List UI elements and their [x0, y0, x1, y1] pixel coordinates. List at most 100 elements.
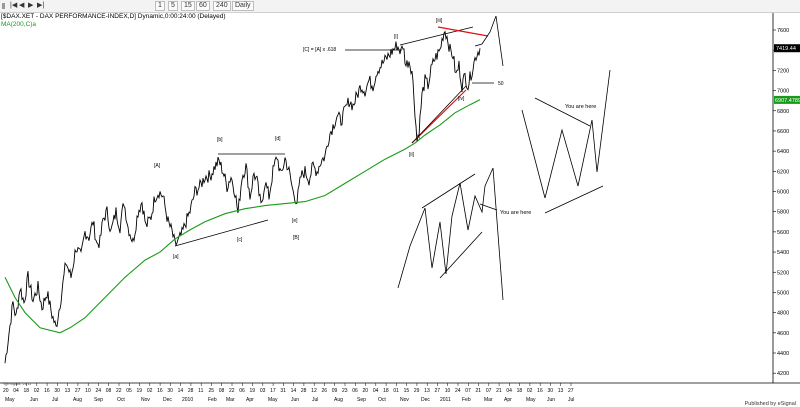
x-month-label: Mar — [484, 397, 493, 403]
x-day-label: 18 — [24, 388, 30, 394]
trendline-red-lower — [411, 89, 467, 144]
ma-price-box — [774, 95, 800, 104]
x-day-label: 09 — [332, 388, 338, 394]
x-month-label: Jul — [568, 397, 574, 403]
x-month-label: Aug — [73, 397, 82, 403]
moving-average-legend: MA(200,C)a — [1, 21, 37, 28]
x-day-label: 07 — [465, 388, 471, 394]
x-month-label: May — [5, 397, 15, 403]
schematic-a-upper-line — [534, 97, 591, 127]
toolbar-icons — [2, 3, 5, 9]
toolbar-nav-last-button[interactable]: ▶| — [37, 2, 45, 9]
x-day-label: 16 — [157, 388, 163, 394]
toolbar-grip-icon — [2, 3, 5, 9]
level-50-annotation: 50 — [498, 81, 504, 87]
x-day-label: 14 — [178, 388, 184, 394]
wave-label-7: [i] — [394, 34, 399, 40]
x-day-label: 31 — [280, 388, 286, 394]
x-day-label: 20 — [363, 388, 369, 394]
x-month-label: Feb — [208, 397, 217, 403]
last-price-label: 7419.44 — [776, 46, 796, 52]
x-day-label: 30 — [167, 388, 173, 394]
y-tick-label: 5800 — [777, 210, 789, 216]
you-are-here-label-1: You are here — [565, 104, 596, 110]
y-tick-label: 4600 — [777, 331, 789, 337]
y-tick-label: 7000 — [777, 89, 789, 95]
x-day-label: 28 — [301, 388, 307, 394]
x-day-label: 19 — [250, 388, 256, 394]
x-day-label: 15 — [404, 388, 410, 394]
x-day-label: 04 — [13, 388, 19, 394]
fib-ratio-annotation: [C] = [A] x .618 — [303, 47, 336, 53]
x-day-label: 27 — [434, 388, 440, 394]
x-day-label: 16 — [537, 388, 543, 394]
x-month-label: Feb — [462, 397, 471, 403]
x-month-label: Jul — [52, 397, 58, 403]
x-day-label: 13 — [65, 388, 71, 394]
x-day-label: 11 — [198, 388, 203, 394]
trendline-red-upper — [437, 26, 489, 37]
x-month-label: Jul — [312, 397, 318, 403]
schematic-b-pointer-line — [479, 203, 498, 211]
y-tick-label: 6600 — [777, 129, 789, 135]
trendline-black-lower — [411, 85, 467, 144]
wave-label-2: [d] — [275, 136, 281, 142]
toolbar-interval-240-button[interactable]: 240 — [213, 1, 231, 11]
wave-label-10: [iv] — [458, 96, 465, 102]
x-day-label: 22 — [116, 388, 122, 394]
toolbar-interval-60-button[interactable]: 60 — [196, 1, 210, 11]
schematic-a-path — [521, 69, 611, 199]
x-day-label: 06 — [239, 388, 245, 394]
x-month-label: Dec — [163, 397, 172, 403]
x-month-label: Mar — [226, 397, 235, 403]
toolbar-interval-1-button[interactable]: 1 — [155, 1, 165, 11]
trendline-ac — [174, 219, 269, 247]
x-day-label: 13 — [424, 388, 430, 394]
x-day-label: 10 — [445, 388, 451, 394]
x-day-label: 02 — [147, 388, 153, 394]
trendline-i-iii — [399, 26, 474, 46]
x-day-label: 26 — [321, 388, 327, 394]
toolbar-interval-daily-button[interactable]: Daily — [232, 1, 254, 11]
x-month-label: May — [268, 397, 278, 403]
x-day-label: 22 — [229, 388, 235, 394]
x-day-label: 29 — [414, 388, 420, 394]
schematic-b-upper-line — [421, 173, 476, 209]
schematic-a-lower-line — [544, 185, 604, 214]
x-day-label: 23 — [342, 388, 348, 394]
y-tick-label: 5400 — [777, 250, 789, 256]
schematic-b-path — [397, 167, 504, 301]
toolbar-interval-15-button[interactable]: 15 — [181, 1, 195, 11]
x-day-label: 02 — [527, 388, 533, 394]
last-price-box — [774, 44, 800, 53]
y-tick-label: 6000 — [777, 190, 789, 196]
x-month-label: Sep — [94, 397, 103, 403]
toolbar-nav-first-button[interactable]: |◀ — [10, 2, 18, 9]
x-day-label: 17 — [270, 388, 276, 394]
x-day-label: 18 — [517, 388, 523, 394]
y-tick-label: 5200 — [777, 270, 789, 276]
x-day-label: 27 — [568, 388, 574, 394]
x-day-label: 20 — [3, 388, 9, 394]
toolbar-nav-fwd-button[interactable]: ▶ — [28, 2, 34, 9]
x-day-label: 04 — [506, 388, 512, 394]
x-month-label: Oct — [117, 397, 125, 403]
x-day-label: 07 — [486, 388, 492, 394]
wave-label-3: [a] — [173, 254, 179, 260]
wave-label-5: [e] — [292, 218, 298, 224]
x-day-label: 03 — [260, 388, 266, 394]
x-day-label: 24 — [455, 388, 461, 394]
x-month-label: Jun — [547, 397, 555, 403]
x-month-label: 2010 — [182, 397, 193, 403]
copyright-text: © eSignal, 2011 — [3, 381, 32, 386]
toolbar-interval-5-button[interactable]: 5 — [168, 1, 178, 11]
wave-label-8: [iii] — [436, 18, 443, 24]
x-month-label: Nov — [400, 397, 409, 403]
x-day-label: 14 — [291, 388, 297, 394]
toolbar-nav-back-button[interactable]: ◀ — [19, 2, 25, 9]
y-tick-label: 5600 — [777, 230, 789, 236]
wave-label-1: [b] — [217, 137, 223, 143]
x-day-label: 18 — [383, 388, 389, 394]
x-month-label: May — [526, 397, 536, 403]
x-day-label: 30 — [54, 388, 60, 394]
